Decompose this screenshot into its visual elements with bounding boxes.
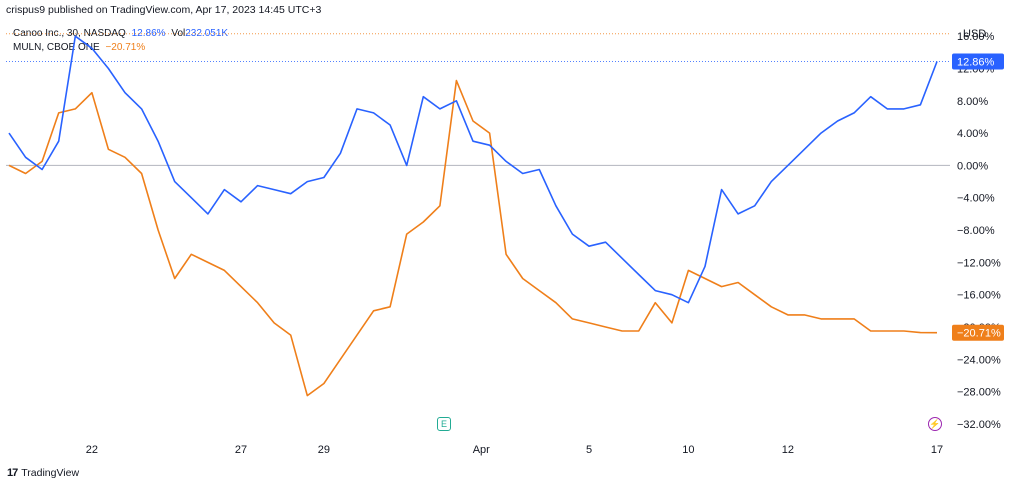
y-tick-label: −24.00%	[957, 354, 1001, 366]
series-line-canoo[interactable]	[8, 35, 938, 304]
currency-label: USD	[963, 28, 986, 40]
y-tick-label: 0.00%	[957, 160, 988, 172]
y-tick-label: 4.00%	[957, 128, 988, 140]
last-value-badge	[952, 53, 1004, 70]
legend-secondary-name: MULN, CBOE ONE	[13, 42, 100, 53]
last-value-badge	[952, 324, 1004, 341]
earnings-marker-icon[interactable]: E	[437, 417, 451, 431]
y-tick-label: −8.00%	[957, 225, 995, 237]
x-tick-label: 27	[235, 444, 247, 456]
publisher-caption: crispus9 published on TradingView.com, A…	[6, 4, 322, 16]
y-tick-label: −16.00%	[957, 290, 1001, 302]
y-axis-ticks: 16.00%12.00%8.00%4.00%0.00%−4.00%−8.00%−…	[957, 31, 1001, 431]
tradingview-footer[interactable]: 17 TradingView	[7, 467, 79, 479]
x-tick-label: 29	[318, 444, 330, 456]
event-lightning-icon[interactable]: ⚡	[928, 417, 942, 431]
y-tick-label: −12.00%	[957, 257, 1001, 269]
y-tick-label: 16.00%	[957, 31, 995, 43]
legend-row-secondary[interactable]: MULN, CBOE ONE −20.71%	[13, 41, 228, 55]
x-axis-ticks: 22 27 29 Apr 5 10 12 17	[86, 444, 943, 456]
y-tick-label: −4.00%	[957, 193, 995, 205]
legend-primary-change: 12.86%	[131, 28, 166, 39]
legend-secondary-change: −20.71%	[105, 42, 146, 53]
legend-volume-value: 232.051K	[185, 28, 229, 39]
y-tick-label: −32.00%	[957, 419, 1001, 431]
last-value-badge-label: 12.86%	[957, 57, 995, 69]
y-tick-label: 8.00%	[957, 96, 988, 108]
last-value-badges: −20.71% 12.86%	[952, 53, 1004, 341]
y-tick-label: −28.00%	[957, 387, 1001, 399]
series-line-muln[interactable]	[8, 79, 938, 397]
legend-volume-label: Vol	[171, 28, 186, 39]
x-tick-label: 22	[86, 444, 98, 456]
last-value-badge-label: −20.71%	[957, 328, 1001, 340]
x-tick-label: 12	[782, 444, 794, 456]
series-lines	[8, 35, 938, 397]
reference-lines	[6, 33, 950, 166]
tradingview-logo-text: TradingView	[21, 467, 80, 479]
tradingview-logo-icon: 17	[7, 467, 18, 479]
x-tick-label: 17	[931, 444, 943, 456]
x-tick-label: 5	[586, 444, 592, 456]
x-tick-label: Apr	[473, 444, 490, 456]
x-tick-label: 10	[682, 444, 694, 456]
